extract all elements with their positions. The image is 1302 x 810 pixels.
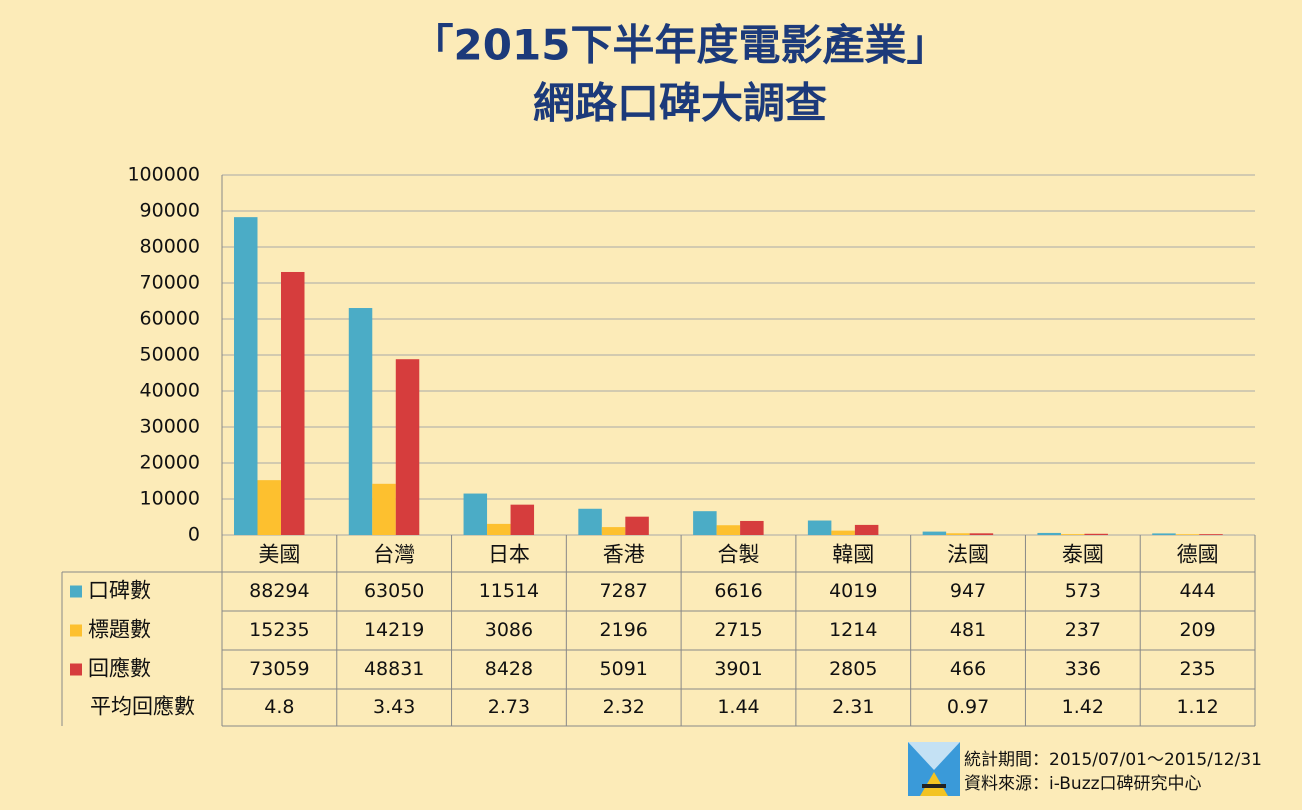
table-cell: 88294 [249, 580, 309, 602]
bar [234, 217, 258, 535]
bar [1060, 534, 1085, 535]
bar [1175, 534, 1200, 535]
table-cell: 8428 [485, 658, 533, 680]
bar [257, 480, 281, 535]
note: 資料來源：i-Buzz口碑研究中心 [964, 774, 1202, 794]
table-cell: 2805 [829, 658, 877, 680]
bar [463, 493, 488, 535]
table-cell: 2715 [714, 619, 762, 641]
logo [908, 742, 960, 796]
x-tick-label: 德國 [1177, 543, 1219, 567]
chart-subtitle: 網路口碑大調查 [533, 79, 827, 128]
table-cell: 2.31 [832, 696, 874, 718]
note: 統計期間：2015/07/01～2015/12/31 [964, 750, 1262, 770]
y-tick-label: 40000 [140, 380, 200, 402]
table-cell: 336 [1065, 658, 1101, 680]
table-cell: 14219 [364, 619, 424, 641]
table-cell: 5091 [600, 658, 648, 680]
table-cell: 2.73 [488, 696, 530, 718]
legend-swatch [70, 624, 82, 637]
x-tick-label: 美國 [258, 543, 300, 567]
x-tick-label: 泰國 [1062, 543, 1104, 567]
table-cell: 3086 [485, 619, 533, 641]
y-tick-label: 50000 [140, 344, 200, 366]
y-tick-label: 10000 [140, 488, 200, 510]
table-cell: 209 [1179, 619, 1215, 641]
bar [922, 531, 947, 535]
bar [969, 533, 994, 535]
bar [854, 524, 879, 535]
table-cell: 1214 [829, 619, 877, 641]
x-tick-label: 日本 [488, 543, 530, 567]
legend-label: 標題數 [88, 618, 151, 642]
table-cell: 7287 [600, 580, 648, 602]
bar [1199, 534, 1223, 535]
bar [716, 525, 741, 535]
x-tick-label: 韓國 [832, 543, 874, 567]
y-tick-label: 30000 [140, 416, 200, 438]
table-cell: 235 [1179, 658, 1215, 680]
table-cell: 6616 [714, 580, 762, 602]
y-tick-label: 80000 [140, 236, 200, 258]
legend-swatch [70, 663, 82, 676]
bar [1037, 532, 1061, 535]
table-cell: 1.12 [1176, 696, 1218, 718]
y-tick-label: 20000 [140, 452, 200, 474]
x-tick-label: 台灣 [373, 543, 415, 567]
bar [693, 511, 717, 535]
legend-label: 回應數 [88, 657, 151, 681]
table-cell: 444 [1179, 580, 1215, 602]
y-tick-label: 0 [188, 524, 200, 546]
bar [487, 523, 511, 535]
x-tick-label: 香港 [603, 543, 645, 567]
bar [510, 504, 535, 535]
bar [1084, 533, 1108, 535]
table-cell: 15235 [249, 619, 309, 641]
y-tick-label: 60000 [140, 308, 200, 330]
table-cell: 3.43 [373, 696, 415, 718]
table-cell: 1.44 [717, 696, 759, 718]
legend-swatch [70, 585, 82, 598]
table-cell: 0.97 [947, 696, 989, 718]
table-cell: 573 [1065, 580, 1101, 602]
y-tick-label: 100000 [127, 164, 200, 186]
table-cell: 237 [1065, 619, 1101, 641]
table-cell: 947 [950, 580, 986, 602]
table-cell: 3901 [714, 658, 762, 680]
chart-title: 「2015下半年度電影產業」 [412, 21, 949, 70]
y-tick-label: 90000 [140, 200, 200, 222]
bar [740, 520, 764, 535]
table-cell: 481 [950, 619, 986, 641]
table-cell: 2196 [600, 619, 648, 641]
table-cell: 11514 [479, 580, 539, 602]
bar [395, 359, 420, 535]
table-cell: 73059 [249, 658, 309, 680]
bar [807, 520, 832, 535]
bar [348, 308, 373, 535]
bar [831, 530, 855, 535]
table-cell: 4.8 [264, 696, 294, 718]
table-cell: 2.32 [603, 696, 645, 718]
bar [625, 516, 649, 535]
x-tick-label: 法國 [947, 543, 989, 567]
row-label: 平均回應數 [90, 695, 195, 719]
bar [601, 527, 626, 535]
table-cell: 1.42 [1062, 696, 1104, 718]
y-tick-label: 70000 [140, 272, 200, 294]
table-cell: 63050 [364, 580, 424, 602]
bar [372, 483, 396, 535]
table-cell: 48831 [364, 658, 424, 680]
table-cell: 466 [950, 658, 986, 680]
legend-label: 口碑數 [88, 579, 151, 603]
bar [946, 533, 970, 535]
bar [1152, 533, 1176, 535]
bar [578, 508, 602, 535]
x-tick-label: 合製 [718, 543, 760, 567]
table-cell: 4019 [829, 580, 877, 602]
bar [281, 271, 305, 535]
